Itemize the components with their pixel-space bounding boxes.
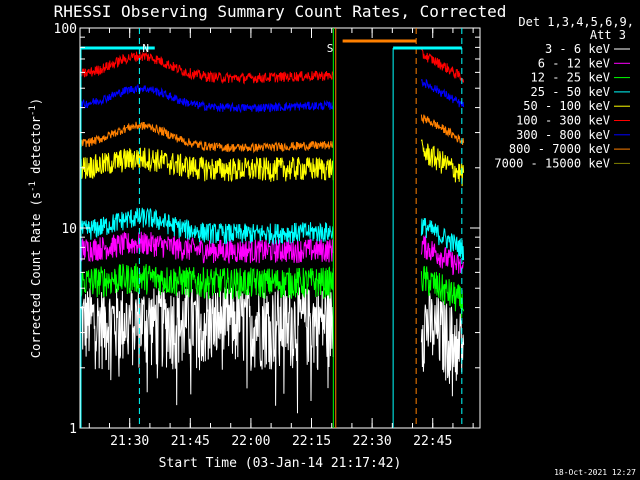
- axis-ticks: 1 10 100 21:30 21:45 22:00 22:15 22:30 22:45: [54, 22, 480, 449]
- y-axis-label-mid: detector: [29, 116, 43, 181]
- x-tick-label: 22:45: [413, 434, 452, 449]
- series-line-5-seg1: [420, 48, 465, 83]
- legend-entry-label: 300 - 800 keV: [516, 128, 610, 142]
- legend-entry-label: 50 - 100 keV: [523, 99, 610, 113]
- y-axis-label-sup2: -1: [28, 105, 38, 116]
- legend-header-1: Det 1,3,4,5,6,9,: [518, 15, 634, 29]
- x-tick-label: 21:30: [110, 434, 149, 449]
- marker-label-s: S: [327, 42, 334, 55]
- series-line-6-seg0: [80, 84, 334, 114]
- y-axis-label-main: Corrected Count Rate (s: [29, 192, 43, 358]
- x-tick-label: 22:00: [231, 434, 270, 449]
- legend-entry-label: 25 - 50 keV: [531, 85, 610, 99]
- legend-header-2: Att 3: [590, 28, 626, 42]
- y-axis-label: Corrected Count Rate (s-1 detector-1): [28, 98, 43, 358]
- y-axis-label-end: ): [29, 98, 43, 105]
- series-line-7-seg1: [420, 114, 465, 145]
- y-tick-label: 100: [54, 22, 77, 37]
- series-line-1-seg0: [80, 231, 334, 264]
- chart-title: RHESSI Observing Summary Count Rates, Co…: [54, 2, 507, 21]
- legend-entry-label: 6 - 12 keV: [538, 56, 610, 70]
- series-line-1-seg1: [420, 235, 465, 276]
- legend-entry-label: 3 - 6 keV: [545, 42, 610, 56]
- legend-entry-label: 800 - 7000 keV: [509, 142, 610, 156]
- x-tick-label: 22:30: [353, 434, 392, 449]
- y-tick-label: 1: [69, 422, 77, 437]
- series-line-2-seg0: [80, 263, 334, 300]
- y-tick-label: 10: [61, 222, 77, 237]
- series-line-4-seg0: [80, 147, 334, 183]
- series-line-0-seg0: [80, 286, 334, 414]
- series-line-2-seg1: [420, 265, 465, 318]
- legend-entry-label: 100 - 300 keV: [516, 114, 610, 128]
- series-line-4-seg1: [420, 139, 465, 187]
- legend-entry-label: 7000 - 15000 keV: [494, 156, 610, 170]
- series-line-3-seg1: [420, 218, 465, 261]
- legend-entry-label: 12 - 25 keV: [531, 71, 610, 85]
- x-tick-label: 21:45: [171, 434, 210, 449]
- x-tick-label: 22:15: [292, 434, 331, 449]
- x-axis-label: Start Time (03-Jan-14 21:17:42): [159, 456, 402, 471]
- footer-timestamp: 18-Oct-2021 12:27: [554, 468, 636, 477]
- series-line-5-seg0: [80, 51, 334, 85]
- series-line-6-seg1: [420, 78, 465, 108]
- series-layer: [80, 48, 465, 414]
- series-line-7-seg0: [80, 121, 334, 154]
- series-line-0-seg1: [420, 292, 465, 397]
- marker-label-n: N: [142, 42, 149, 55]
- series-line-3-seg0: [80, 207, 334, 246]
- y-axis-label-sup1: -1: [28, 181, 38, 192]
